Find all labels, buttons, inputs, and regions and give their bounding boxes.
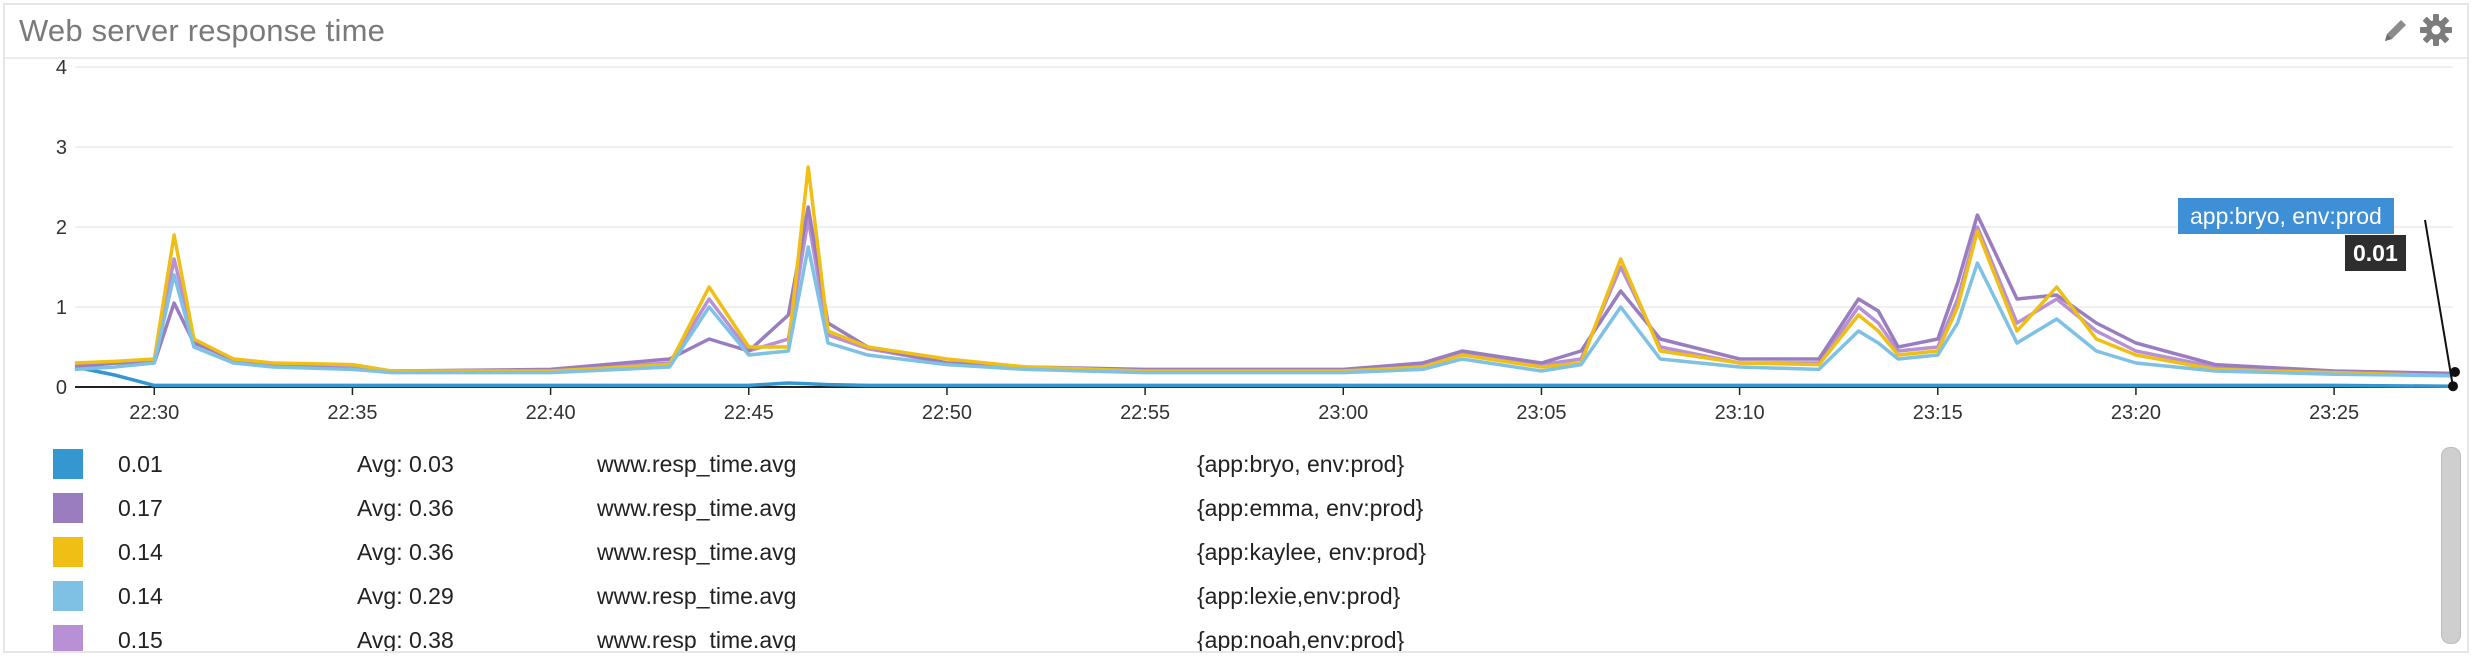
series-line[interactable] <box>74 165 2454 378</box>
line-chart[interactable]: 0 1 2 3 4 22:30 22:35 22:40 22:45 22:50 22:55 23:0… <box>5 57 2469 427</box>
timeseries-widget: Web server response time <box>3 3 2469 653</box>
hover-point <box>2450 367 2460 377</box>
legend-metric: www.resp_time.avg <box>597 583 797 609</box>
series-line[interactable] <box>74 245 2454 378</box>
legend-avg: Avg: 0.36 <box>357 539 454 565</box>
y-tick-label: 1 <box>56 297 67 319</box>
series-line[interactable] <box>74 205 2454 376</box>
x-tick-label: 22:55 <box>1120 402 1170 424</box>
legend-metric: www.resp_time.avg <box>597 539 797 565</box>
legend-avg: Avg: 0.38 <box>357 627 454 653</box>
tooltip-series-label: app:bryo, env:prod <box>2178 198 2394 234</box>
y-tick-label: 2 <box>56 217 67 239</box>
legend-row[interactable]: 0.15 Avg: 0.38 www.resp_time.avg {app:no… <box>5 621 2437 653</box>
legend-metric: www.resp_time.avg <box>597 495 797 521</box>
gear-icon <box>2420 14 2452 46</box>
x-tick-label: 22:50 <box>922 402 972 424</box>
color-swatch <box>53 493 83 523</box>
legend-value: 0.17 <box>118 495 163 521</box>
hover-point <box>2448 381 2458 392</box>
legend-tags: {app:bryo, env:prod} <box>1197 451 1405 477</box>
legend-metric: www.resp_time.avg <box>597 451 797 477</box>
legend-value: 0.15 <box>118 627 163 653</box>
series-layer <box>74 165 2454 388</box>
legend-row[interactable]: 0.01 Avg: 0.03 www.resp_time.avg {app:br… <box>5 445 2437 489</box>
x-tick-label: 22:35 <box>327 402 377 424</box>
x-tick-label: 23:00 <box>1318 402 1368 424</box>
x-tick-label: 23:15 <box>1913 402 1963 424</box>
pencil-icon <box>2385 20 2406 41</box>
legend-avg: Avg: 0.03 <box>357 451 454 477</box>
y-tick-label: 4 <box>56 57 67 79</box>
x-tick-label: 23:10 <box>1715 402 1765 424</box>
widget-title: Web server response time <box>19 13 386 48</box>
color-swatch <box>53 449 83 479</box>
tooltip-leader <box>2424 219 2454 388</box>
edit-button[interactable] <box>2381 15 2411 45</box>
legend-metric: www.resp_time.avg <box>597 627 797 653</box>
legend-row[interactable]: 0.17 Avg: 0.36 www.resp_time.avg {app:em… <box>5 489 2437 533</box>
legend-avg: Avg: 0.29 <box>357 583 454 609</box>
legend-row[interactable]: 0.14 Avg: 0.29 www.resp_time.avg {app:le… <box>5 577 2437 621</box>
legend-value: 0.14 <box>118 583 163 609</box>
x-tick-label: 22:30 <box>129 402 179 424</box>
x-axis: 22:30 22:35 22:40 22:45 22:50 22:55 23:00 23:05… <box>75 386 2453 424</box>
legend-value: 0.01 <box>118 451 163 477</box>
y-axis: 0 1 2 3 4 <box>56 57 67 399</box>
legend-value: 0.14 <box>118 539 163 565</box>
legend-scrollbar[interactable] <box>2441 447 2461 644</box>
color-swatch <box>53 581 83 611</box>
widget-header: Web server response time <box>5 5 2467 59</box>
x-tick-label: 22:40 <box>526 402 576 424</box>
x-tick-label: 23:05 <box>1516 402 1566 424</box>
hover-cursor <box>2424 219 2460 392</box>
legend: 0.01 Avg: 0.03 www.resp_time.avg {app:br… <box>5 435 2437 653</box>
color-swatch <box>53 537 83 567</box>
x-tick-label: 23:25 <box>2309 402 2359 424</box>
color-swatch <box>53 625 83 651</box>
y-tick-label: 0 <box>56 377 67 399</box>
legend-row[interactable]: 0.14 Avg: 0.36 www.resp_time.avg {app:ka… <box>5 533 2437 577</box>
legend-tags: {app:noah,env:prod} <box>1197 627 1405 653</box>
legend-tags: {app:emma, env:prod} <box>1197 495 1424 521</box>
y-tick-label: 3 <box>56 137 67 159</box>
legend-avg: Avg: 0.36 <box>357 495 454 521</box>
series-line[interactable] <box>74 365 2454 388</box>
x-tick-label: 23:20 <box>2111 402 2161 424</box>
tooltip-value: 0.01 <box>2345 235 2406 271</box>
legend-tags: {app:kaylee, env:prod} <box>1197 539 1426 565</box>
settings-button[interactable] <box>2419 13 2453 47</box>
legend-tags: {app:lexie,env:prod} <box>1197 583 1401 609</box>
x-tick-label: 22:45 <box>724 402 774 424</box>
